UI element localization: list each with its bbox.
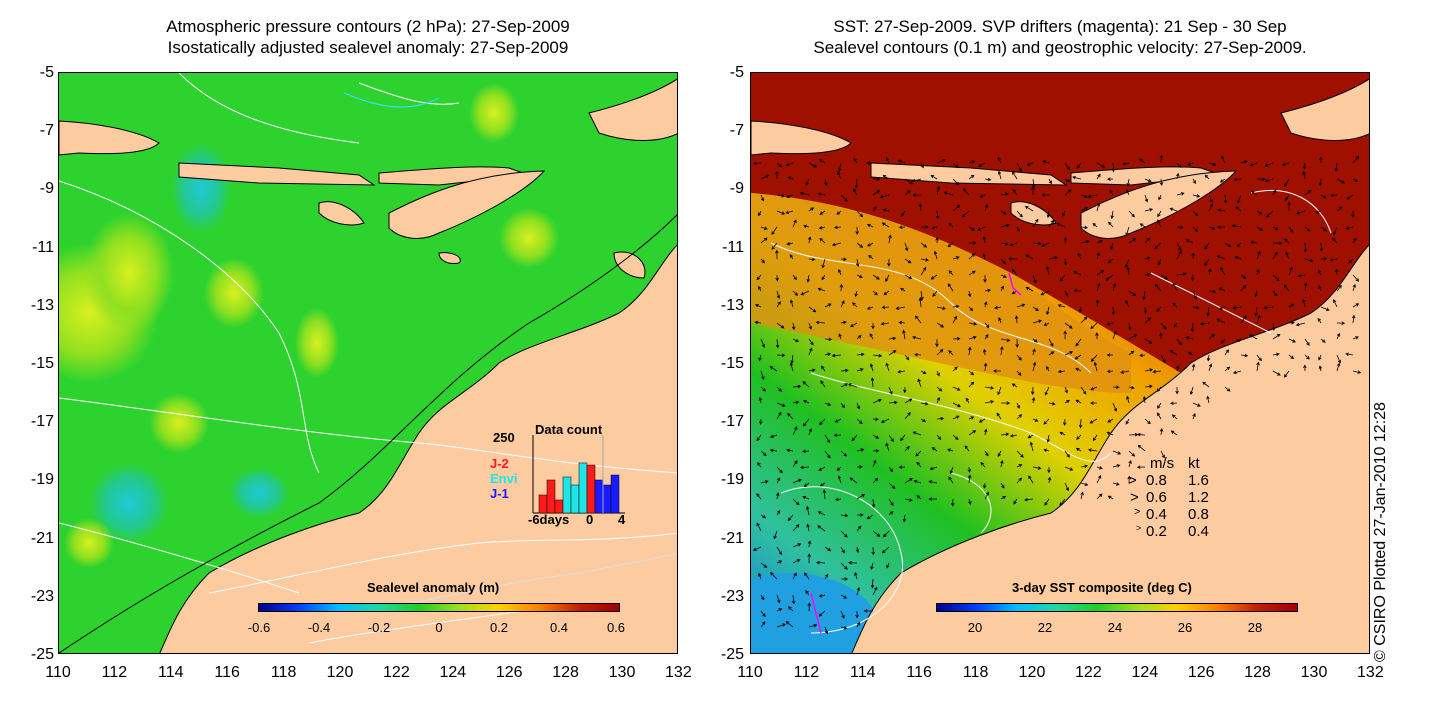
y-tick-label: -7 xyxy=(39,122,54,140)
right-colorbar-title: 3-day SST composite (deg C) xyxy=(1012,580,1192,595)
y-tick-label: -19 xyxy=(30,471,54,489)
inset-xtick-2: 4 xyxy=(618,512,626,527)
x-tick-label: 128 xyxy=(1244,664,1271,681)
x-tick-label: 120 xyxy=(326,664,354,681)
x-tick-label: 128 xyxy=(552,664,579,681)
x-tick-label: 110 xyxy=(737,664,763,681)
right-cbar-tick: 22 xyxy=(1037,620,1053,635)
x-tick-label: 112 xyxy=(793,664,820,681)
y-tick-label: -9 xyxy=(39,180,54,198)
left-title-line2: Isostatically adjusted sealevel anomaly:… xyxy=(167,38,569,57)
inset-series-j1: J-1 xyxy=(490,486,509,501)
x-tick-label: 130 xyxy=(608,664,636,681)
y-tick-label: -23 xyxy=(30,587,54,605)
right-cbar-tick: 24 xyxy=(1107,620,1123,635)
right-title-line1: SST: 27-Sep-2009. SVP drifters (magenta)… xyxy=(833,17,1287,36)
data-count-inset xyxy=(532,435,625,514)
left-cbar-tick: -0.6 xyxy=(247,620,271,635)
legend-kt: 1.6 xyxy=(1188,472,1209,489)
x-tick-label: 118 xyxy=(962,664,989,681)
x-tick-label: 120 xyxy=(1018,664,1046,681)
inset-series-envi: Envi xyxy=(490,471,518,486)
legend-header-ms: m/s xyxy=(1150,455,1175,472)
y-tick-label: -5 xyxy=(39,64,54,81)
geostrophic-velocity-arrows xyxy=(752,154,1362,635)
y-tick-label: -25 xyxy=(720,646,744,663)
left-map-title: Atmospheric pressure contours (2 hPa): 2… xyxy=(58,16,678,58)
y-tick-label: -17 xyxy=(720,413,744,431)
y-tick-label: -25 xyxy=(30,646,54,663)
inset-ymax: 250 xyxy=(493,430,515,445)
right-title-line2: Sealevel contours (0.1 m) and geostrophi… xyxy=(813,38,1307,57)
left-cbar-tick: -0.4 xyxy=(307,620,331,635)
sealevel-anomaly-map[interactable] xyxy=(58,72,678,654)
csiro-credit: © CSIRO Plotted 27-Jan-2010 12:28 xyxy=(1372,402,1389,662)
legend-ms: 0.2 xyxy=(1146,523,1167,540)
x-tick-label: 124 xyxy=(439,664,467,681)
x-tick-label: 126 xyxy=(1187,664,1215,681)
left-cbar-tick: 0.6 xyxy=(606,620,626,635)
y-tick-label: -17 xyxy=(30,413,54,431)
left-colorbar-title: Sealevel anomaly (m) xyxy=(367,580,500,595)
inset-xtick-0: -6days xyxy=(528,512,570,527)
x-tick-label: 118 xyxy=(270,664,297,681)
y-tick-label: -11 xyxy=(32,238,54,256)
x-tick-label: 130 xyxy=(1300,664,1328,681)
y-tick-label: -15 xyxy=(720,355,744,372)
legend-arrow-1: > xyxy=(1130,489,1139,506)
legend-kt: 0.4 xyxy=(1188,523,1209,540)
x-tick-label: 114 xyxy=(850,664,876,681)
x-tick-label: 122 xyxy=(383,664,410,681)
sst-map[interactable] xyxy=(750,72,1370,654)
y-tick-label: -15 xyxy=(30,355,54,372)
left-cbar-tick: -0.2 xyxy=(367,620,391,635)
right-map-title: SST: 27-Sep-2009. SVP drifters (magenta)… xyxy=(750,16,1370,58)
y-tick-label: -9 xyxy=(729,180,744,198)
y-tick-label: -19 xyxy=(720,471,744,489)
java-island xyxy=(59,120,160,156)
legend-kt: 0.8 xyxy=(1188,506,1209,523)
left-cbar-tick: 0 xyxy=(435,620,443,635)
y-tick-label: -5 xyxy=(729,64,744,81)
x-tick-label: 116 xyxy=(214,664,240,681)
australia-mainland xyxy=(159,244,677,653)
x-tick-label: 132 xyxy=(665,664,692,681)
x-tick-label: 110 xyxy=(45,664,71,681)
x-tick-label: 122 xyxy=(1075,664,1102,681)
inset-title: Data count xyxy=(535,422,603,437)
x-tick-label: 126 xyxy=(495,664,523,681)
y-tick-label: -13 xyxy=(30,296,54,314)
y-tick-label: -21 xyxy=(720,529,744,547)
right-cbar-tick: 26 xyxy=(1177,620,1193,635)
x-tick-label: 132 xyxy=(1357,664,1384,681)
left-title-line1: Atmospheric pressure contours (2 hPa): 2… xyxy=(166,17,570,36)
x-tick-label: 116 xyxy=(906,664,932,681)
inset-xtick-1: 0 xyxy=(586,512,594,527)
legend-ms: 0.8 xyxy=(1146,472,1167,489)
left-colorbar xyxy=(258,603,620,612)
legend-header-kt: kt xyxy=(1188,455,1200,472)
legend-kt: 1.2 xyxy=(1188,489,1209,506)
legend-ms: 0.6 xyxy=(1146,489,1167,506)
right-cbar-tick: 28 xyxy=(1247,620,1263,635)
y-tick-label: -11 xyxy=(722,238,744,256)
inset-series-j2: J-2 xyxy=(490,456,509,471)
x-tick-label: 114 xyxy=(158,664,184,681)
right-colorbar xyxy=(936,603,1298,612)
y-tick-label: -7 xyxy=(729,122,744,140)
x-tick-label: 124 xyxy=(1131,664,1159,681)
x-tick-label: 112 xyxy=(101,664,128,681)
legend-arrow-0: > xyxy=(1128,472,1137,489)
y-tick-label: -21 xyxy=(30,529,54,547)
left-cbar-tick: 0.2 xyxy=(489,620,509,635)
legend-arrow-3: > xyxy=(1136,523,1142,533)
legend-arrow-2: > xyxy=(1134,506,1141,518)
y-tick-label: -23 xyxy=(720,587,744,605)
left-cbar-tick: 0.4 xyxy=(549,620,569,635)
y-tick-label: -13 xyxy=(720,296,744,314)
legend-ms: 0.4 xyxy=(1146,506,1167,523)
right-cbar-tick: 20 xyxy=(967,620,983,635)
